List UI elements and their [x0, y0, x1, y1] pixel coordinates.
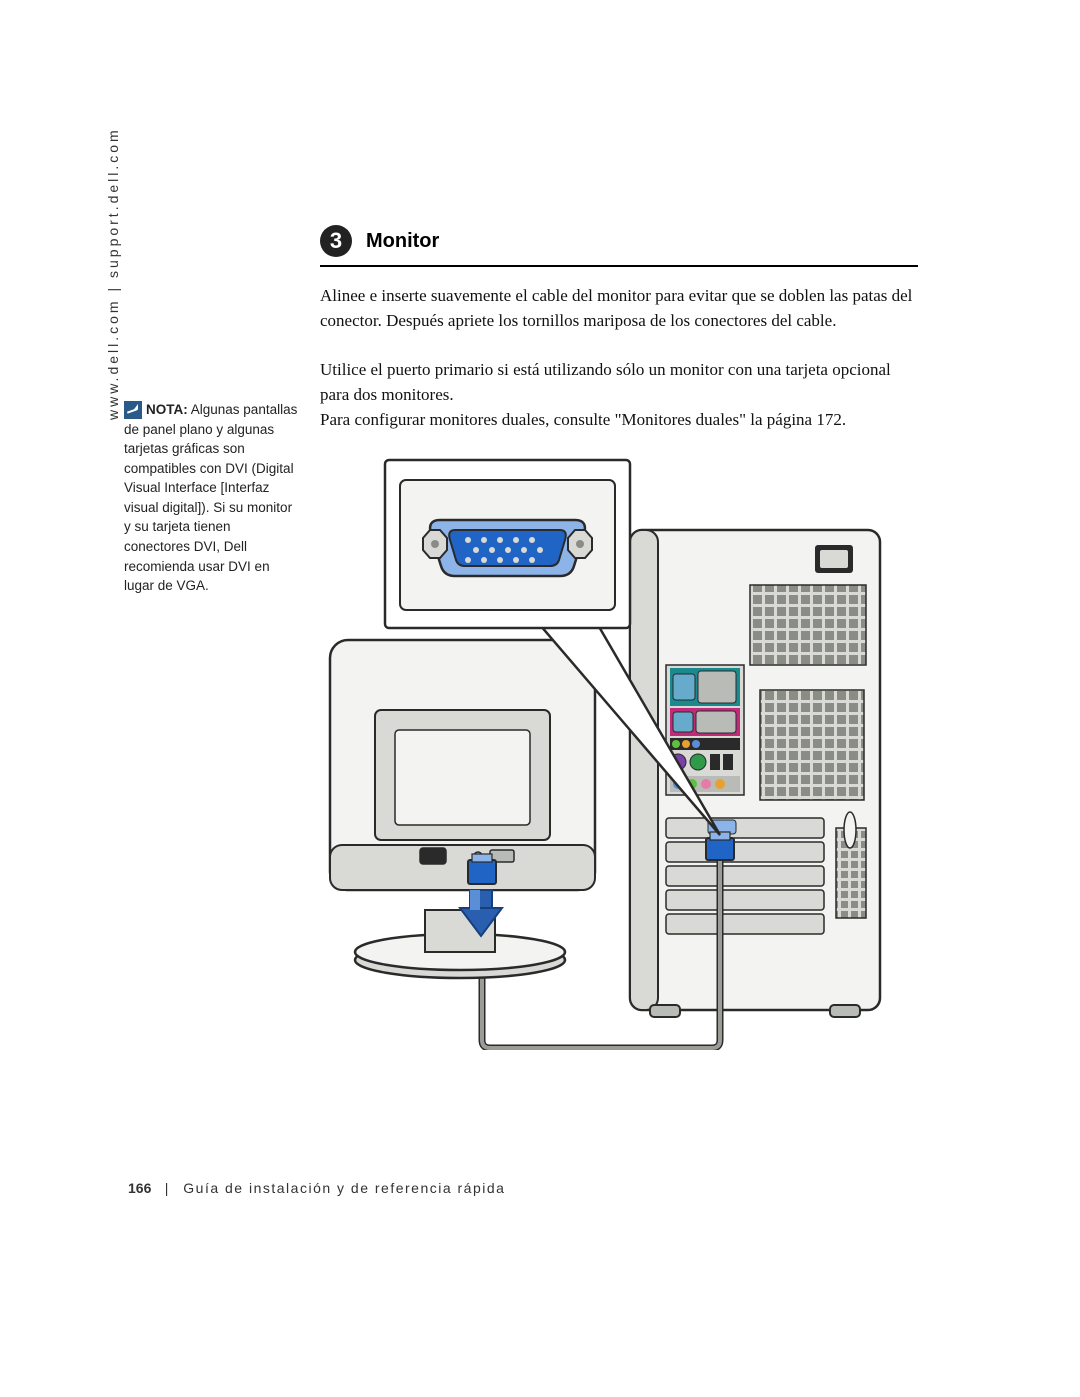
page-number: 166 — [128, 1180, 151, 1196]
paragraph-2: Utilice el puerto primario si está utili… — [320, 358, 920, 407]
paragraph-3: Para configurar monitores duales, consul… — [320, 408, 920, 433]
sidebar-url: www.dell.com | support.dell.com — [105, 127, 121, 420]
step-number-badge: 3 — [320, 225, 352, 257]
paragraph-1: Alinee e inserte suavemente el cable del… — [320, 284, 920, 333]
note-text: Algunas pantallas de panel plano y algun… — [124, 402, 297, 593]
step-header: 3 Monitor — [320, 225, 918, 267]
connection-diagram — [320, 450, 922, 1050]
page-footer: 166 | Guía de instalación y de referenci… — [128, 1180, 505, 1196]
note-block: NOTA: Algunas pantallas de panel plano y… — [124, 400, 299, 596]
step-title: Monitor — [366, 230, 439, 253]
vga-plug-tower — [706, 832, 734, 860]
pencil-note-icon — [124, 401, 142, 419]
note-label: NOTA: — [146, 402, 188, 417]
crt-monitor — [330, 640, 595, 978]
footer-title: Guía de instalación y de referencia rápi… — [183, 1180, 505, 1196]
